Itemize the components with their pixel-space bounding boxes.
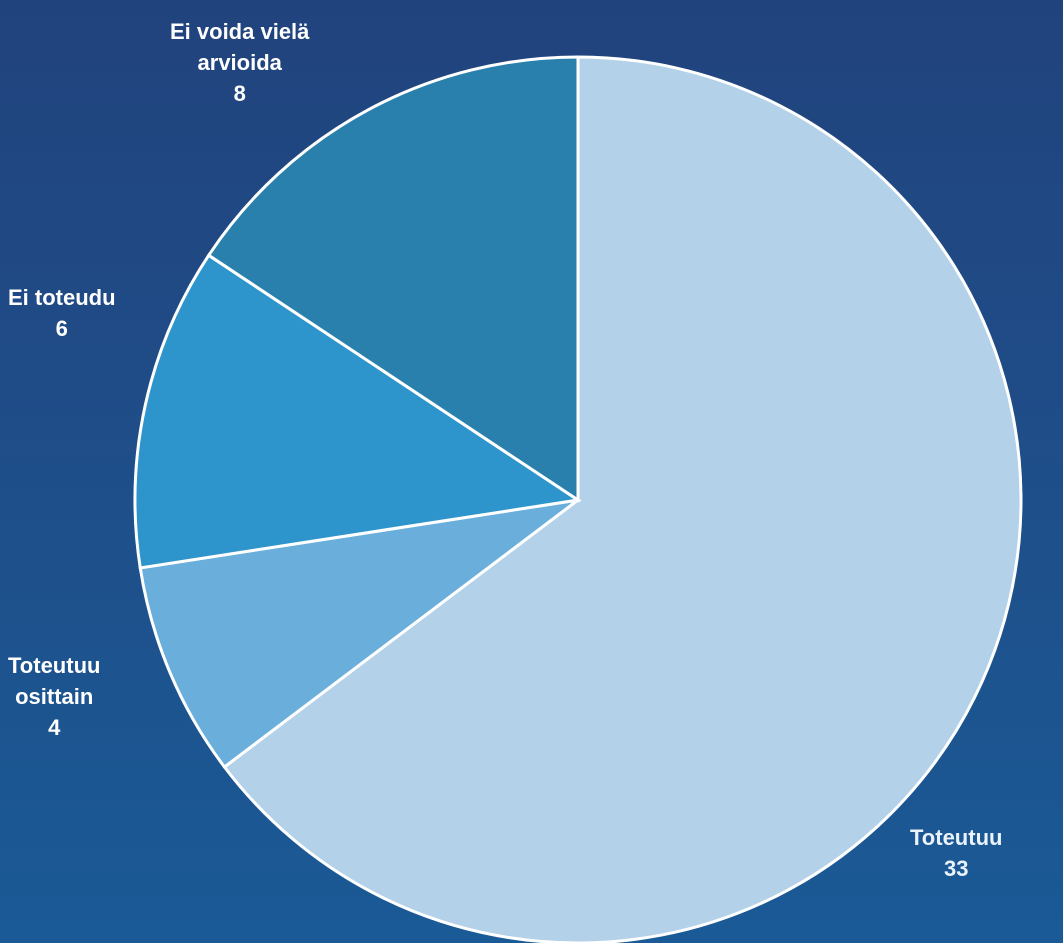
data-label-toteutuu-osittain-line1: Toteutuu <box>8 653 101 678</box>
data-label-ei-voida-value: 8 <box>233 81 246 106</box>
data-label-toteutuu-osittain: Toteutuu osittain 4 <box>8 650 100 743</box>
data-label-toteutuu-osittain-line2: osittain <box>15 684 94 709</box>
data-label-ei-voida-viela-arvioida: Ei voida vielä arvioida 8 <box>170 16 309 109</box>
data-label-ei-voida-line1: Ei voida vielä <box>170 19 310 44</box>
data-label-toteutuu: Toteutuu 33 <box>910 822 1002 884</box>
data-label-toteutuu-osittain-value: 4 <box>48 715 61 740</box>
data-label-toteutuu-text: Toteutuu <box>910 825 1003 850</box>
pie-slice-ei-voida-viela-arvioida <box>206 55 580 503</box>
data-label-toteutuu-value: 33 <box>943 856 969 881</box>
data-label-ei-toteudu-text: Ei toteudu <box>8 285 116 310</box>
pie-slice-ei-toteudu <box>133 253 583 570</box>
data-label-ei-toteudu: Ei toteudu 6 <box>8 282 116 344</box>
data-label-ei-voida-line2: arvioida <box>197 50 282 75</box>
pie-slice-toteutuu <box>222 55 1023 943</box>
pie-slice-toteutuu-osittain <box>138 498 579 770</box>
data-label-ei-toteudu-value: 6 <box>55 316 68 341</box>
